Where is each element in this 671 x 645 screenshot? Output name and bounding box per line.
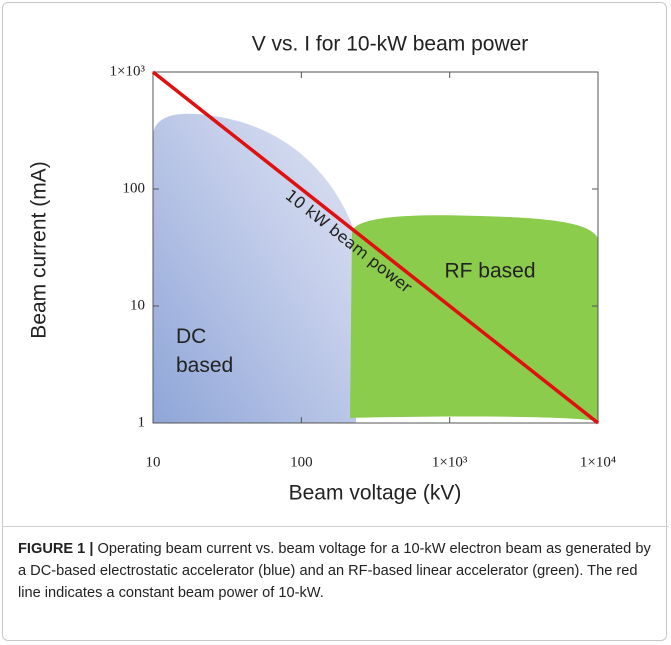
caption-text: Operating beam current vs. beam voltage … xyxy=(18,541,651,601)
x-tick-label: 1×10⁴ xyxy=(580,454,616,470)
separator xyxy=(2,526,669,527)
annotation: DC based xyxy=(176,325,234,377)
plot-frame xyxy=(152,71,599,424)
y-tick-label: 1×10³ xyxy=(110,63,146,79)
x-tick-label: 1×10³ xyxy=(432,454,468,470)
x-tick-label: 10 xyxy=(146,454,161,470)
caption: FIGURE 1 | Operating beam current vs. be… xyxy=(18,538,658,604)
power-line xyxy=(151,70,600,425)
y-tick-label: 1 xyxy=(138,414,146,430)
y-tick-label: 100 xyxy=(123,180,146,196)
y-axis-label: Beam current (mA) xyxy=(28,161,51,338)
x-axis-label: Beam voltage (kV) xyxy=(289,482,462,505)
rf-region xyxy=(350,215,598,421)
y-tick-label: 10 xyxy=(130,297,145,313)
x-tick-label: 100 xyxy=(290,454,313,470)
annotation: RF based xyxy=(444,260,535,283)
chart: V vs. I for 10-kW beam power Beam voltag… xyxy=(28,33,617,505)
chart-title: V vs. I for 10-kW beam power xyxy=(252,33,529,56)
caption-label: FIGURE 1 | xyxy=(18,541,94,557)
